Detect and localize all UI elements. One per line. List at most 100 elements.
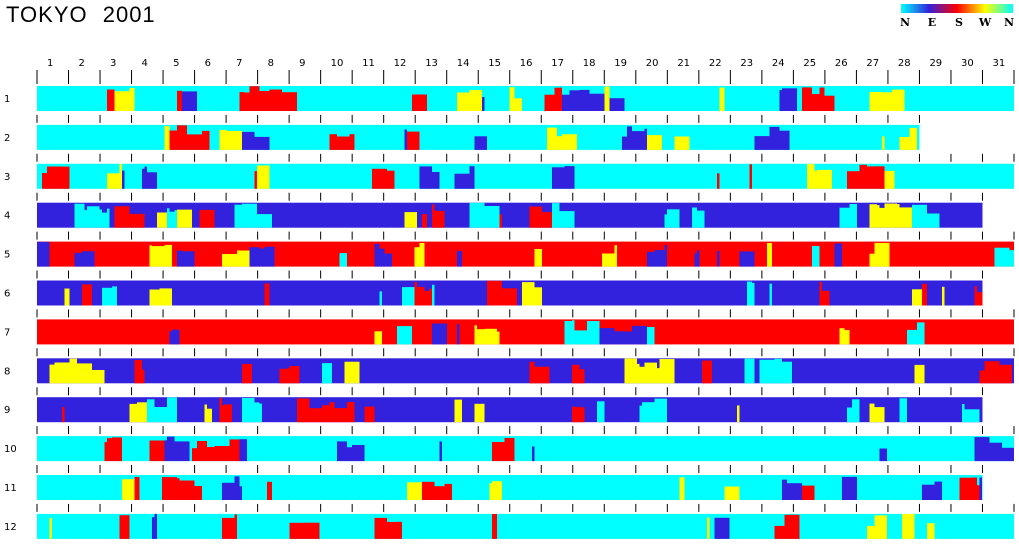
wind-segment [154, 513, 157, 539]
wind-segment [692, 207, 697, 228]
wind-segment [182, 91, 197, 111]
wind-segment [322, 363, 332, 384]
wind-segment [844, 330, 850, 345]
day-label-14: 14 [457, 58, 470, 69]
wind-segment [187, 134, 202, 150]
wind-segment [149, 245, 152, 267]
wind-segment [49, 518, 52, 539]
wind-segment [82, 284, 92, 306]
wind-segment [457, 92, 470, 111]
wind-segment [579, 369, 585, 384]
wind-segment [874, 166, 885, 189]
day-label-25: 25 [803, 58, 816, 69]
wind-segment [492, 481, 502, 500]
wind-segment [562, 134, 577, 150]
wind-segment [627, 126, 632, 150]
month-label-1: 1 [4, 94, 10, 105]
wind-segment [879, 207, 885, 228]
wind-segment [37, 241, 50, 267]
wind-segment [289, 522, 305, 539]
day-label-17: 17 [551, 58, 564, 69]
wind-segment [787, 483, 802, 500]
wind-segment [152, 246, 165, 267]
wind-segment [174, 441, 190, 462]
wind-segment [814, 170, 817, 189]
wind-segment [469, 90, 482, 111]
wind-segment [174, 210, 177, 228]
day-label-29: 29 [929, 58, 942, 69]
wind-segment [229, 439, 240, 462]
wind-segment [559, 87, 562, 111]
month-label-6: 6 [4, 289, 10, 300]
wind-segment [254, 171, 257, 189]
wind-segment [344, 361, 360, 384]
wind-segment [717, 173, 720, 189]
wind-segment [622, 136, 627, 150]
wind-segment [747, 281, 752, 306]
wind-segment [647, 327, 655, 345]
wind-segment [644, 362, 657, 384]
day-label-10: 10 [331, 58, 344, 69]
wind-segment [249, 247, 260, 267]
wind-segment [202, 130, 210, 150]
wind-segment [347, 447, 352, 462]
wind-segment [134, 360, 142, 384]
wind-segment [432, 172, 440, 189]
month-row-4 [36, 192, 983, 228]
wind-segment [402, 287, 415, 306]
wind-segment [474, 325, 477, 345]
wind-segment [144, 166, 147, 189]
day-label-15: 15 [488, 58, 501, 69]
wind-segment [822, 290, 830, 306]
wind-segment [244, 92, 250, 111]
wind-segment [169, 331, 172, 345]
day-label-8: 8 [268, 58, 274, 69]
wind-segment [379, 248, 385, 267]
wind-segment [269, 89, 282, 111]
wind-segment [874, 242, 890, 267]
day-label-3: 3 [110, 58, 116, 69]
wind-segment [444, 483, 452, 500]
wind-segment [884, 203, 897, 228]
wind-segment [899, 398, 907, 423]
wind-segment [492, 514, 497, 539]
wind-segment [204, 404, 207, 423]
wind-segment [152, 517, 155, 539]
wind-segment [234, 514, 237, 539]
wind-segment [164, 244, 172, 267]
direction-legend: N E S W N [900, 4, 1015, 34]
month-row-11 [36, 465, 983, 500]
wind-segment [867, 525, 875, 539]
wind-segment [259, 91, 270, 111]
day-label-19: 19 [614, 58, 627, 69]
wind-segment [912, 204, 927, 228]
month-row-6 [36, 270, 983, 306]
wind-segment [717, 251, 720, 267]
wind-segment [169, 130, 177, 150]
wind-segment [142, 369, 145, 384]
month-label-12: 12 [4, 522, 17, 533]
wind-segment [884, 170, 895, 189]
wind-segment [372, 168, 387, 189]
day-label-30: 30 [961, 58, 974, 69]
wind-segment [609, 98, 625, 111]
wind-segment [417, 286, 425, 306]
wind-segment [469, 202, 485, 228]
wind-segment [474, 403, 485, 423]
wind-segment [249, 86, 260, 111]
wind-segment [819, 87, 825, 111]
day-label-22: 22 [709, 58, 722, 69]
wind-segment [114, 206, 130, 228]
wind-segment [492, 442, 505, 462]
wind-segment [374, 331, 382, 345]
wind-segment [167, 208, 170, 228]
wind-segment [529, 206, 542, 228]
wind-segment [782, 88, 797, 111]
wind-segment [532, 446, 535, 462]
day-label-6: 6 [205, 58, 211, 69]
wind-segment [129, 213, 145, 228]
wind-segment [624, 358, 637, 384]
wind-segment [874, 407, 885, 423]
wind-segment [659, 359, 675, 384]
wind-segment [487, 280, 502, 306]
